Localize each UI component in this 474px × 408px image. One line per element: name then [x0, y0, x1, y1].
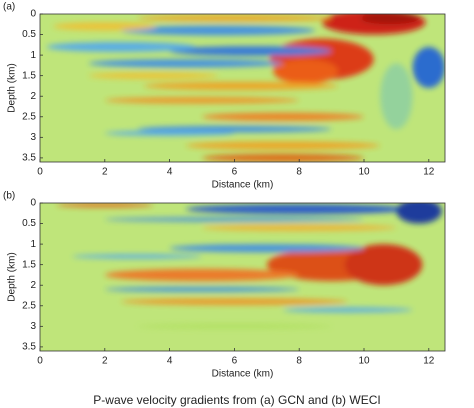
y-tick-label: 3: [30, 321, 36, 332]
x-axis-label: Distance (km): [212, 180, 274, 191]
y-tick-label: 2.5: [22, 111, 36, 122]
texture-blob: [120, 298, 348, 305]
x-tick-label: 12: [423, 356, 435, 367]
heatmap: [40, 14, 445, 162]
texture-blob: [185, 204, 413, 215]
caption: P-wave velocity gradients from (a) GCN a…: [93, 393, 380, 407]
texture-blob: [143, 81, 339, 91]
y-tick-label: 3.5: [22, 342, 36, 353]
y-tick-label: 1: [30, 50, 36, 61]
texture-blob: [121, 25, 316, 36]
texture-blob: [169, 46, 332, 56]
texture-blob: [137, 323, 332, 329]
panel-label: (a): [3, 2, 15, 13]
texture-blob: [72, 254, 202, 259]
y-tick-label: 2.5: [22, 300, 36, 311]
plot-frame: [39, 13, 446, 163]
texture-blob: [396, 203, 442, 224]
texture: [46, 14, 445, 162]
x-tick-label: 4: [167, 356, 173, 367]
texture-blob: [104, 268, 300, 282]
x-tick-label: 2: [102, 167, 108, 178]
texture-blob: [104, 217, 364, 222]
texture-blob: [104, 130, 235, 136]
texture-blob: [137, 125, 332, 133]
y-tick-label: 0: [30, 198, 36, 209]
plot-frame: [39, 202, 446, 352]
heatmap: [40, 203, 445, 351]
y-tick-label: 2: [30, 280, 36, 291]
y-tick-label: 1.5: [22, 70, 36, 81]
y-tick-label: 3.5: [22, 153, 36, 164]
x-tick-label: 0: [37, 356, 43, 367]
x-tick-label: 6: [232, 167, 238, 178]
x-tick-label: 2: [102, 356, 108, 367]
texture-blob: [104, 286, 300, 292]
texture-blob: [360, 14, 420, 25]
texture-blob: [46, 41, 196, 52]
texture: [56, 203, 442, 329]
texture-blob: [380, 63, 413, 130]
texture-blob: [202, 224, 397, 231]
texture-blob: [412, 46, 445, 88]
texture-blob: [137, 14, 332, 22]
x-tick-label: 8: [296, 356, 302, 367]
texture-blob: [88, 59, 283, 68]
texture-blob: [202, 153, 364, 162]
x-tick-label: 8: [296, 167, 302, 178]
texture-blob: [88, 72, 219, 79]
y-tick-label: 0.5: [22, 218, 36, 229]
y-tick-label: 3: [30, 132, 36, 143]
texture-blob: [169, 244, 364, 253]
y-tick-label: 2: [30, 91, 36, 102]
x-tick-label: 0: [37, 167, 43, 178]
texture-blob: [56, 203, 154, 208]
x-tick-label: 6: [232, 356, 238, 367]
texture-blob: [283, 307, 413, 313]
texture-blob: [52, 22, 157, 31]
y-axis-label: Depth (km): [7, 252, 18, 301]
y-tick-label: 0.5: [22, 29, 36, 40]
texture-blob: [273, 59, 339, 84]
texture-blob: [344, 244, 423, 286]
panel-label: (b): [3, 191, 15, 202]
texture-blob: [104, 97, 300, 104]
y-axis-label: Depth (km): [7, 63, 18, 112]
y-tick-label: 0: [30, 9, 36, 20]
y-tick-label: 1: [30, 239, 36, 250]
texture-blob: [202, 112, 364, 121]
x-tick-label: 12: [423, 167, 435, 178]
x-tick-label: 10: [358, 356, 370, 367]
x-tick-label: 10: [358, 167, 370, 178]
y-tick-label: 1.5: [22, 259, 36, 270]
texture-blob: [185, 141, 381, 150]
x-axis-label: Distance (km): [212, 369, 274, 380]
x-tick-label: 4: [167, 167, 173, 178]
